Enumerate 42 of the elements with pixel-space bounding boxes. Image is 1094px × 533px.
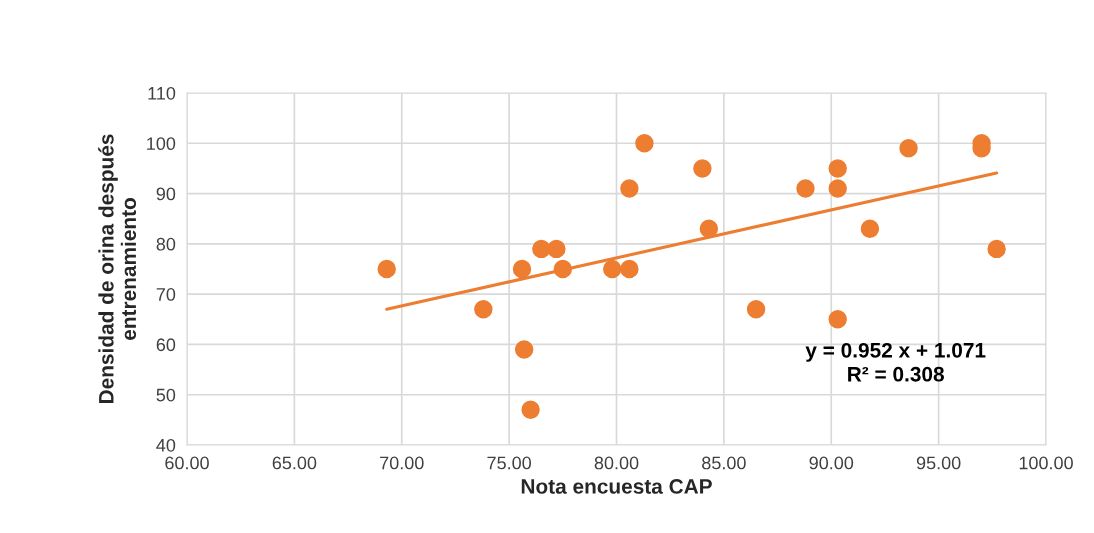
point (377, 259, 396, 279)
point (860, 219, 880, 238)
point (699, 219, 719, 238)
x-tick-label: 80.00 (594, 456, 639, 470)
point (553, 259, 573, 279)
x-tick-label: 60.00 (165, 456, 209, 470)
point (746, 300, 766, 319)
y-tick-label: 110 (148, 86, 176, 100)
y-tick-label: 90 (156, 187, 176, 201)
x-tick-label: 95.00 (916, 456, 961, 470)
point (547, 239, 566, 259)
point (635, 134, 654, 153)
point (693, 159, 712, 178)
point (521, 400, 540, 420)
x-tick-label: 70.00 (380, 456, 424, 470)
point (514, 340, 534, 359)
x-tick-label: 85.00 (702, 456, 746, 470)
point (620, 259, 639, 279)
point (796, 179, 815, 198)
point (512, 259, 532, 279)
y-tick-label: 40 (156, 438, 176, 452)
annotation: y = 0.952 x + 1.071 R² = 0.308 (805, 342, 986, 382)
y-tick-label: 100 (147, 137, 176, 151)
point (899, 139, 918, 158)
point (828, 159, 847, 178)
point (987, 239, 1006, 259)
point (828, 310, 847, 329)
y-tick-label: 50 (156, 388, 176, 402)
point (828, 179, 847, 198)
x-tick-label: 65.00 (272, 456, 317, 470)
x-axis-title: Nota encuesta CAP (521, 479, 712, 494)
x-tick-label: 90.00 (809, 456, 854, 470)
y-tick-label: 80 (156, 237, 176, 251)
y-axis-title: Densidad de orina después entrenamiento (98, 134, 137, 404)
point (532, 239, 551, 259)
point (474, 300, 493, 319)
x-tick-label: 75.00 (487, 456, 532, 470)
x-tick-label: 100.00 (1019, 456, 1073, 470)
y-tick-label: 70 (156, 288, 176, 301)
point (620, 179, 639, 198)
y-tick-label: 60 (156, 338, 176, 352)
point (603, 259, 622, 279)
